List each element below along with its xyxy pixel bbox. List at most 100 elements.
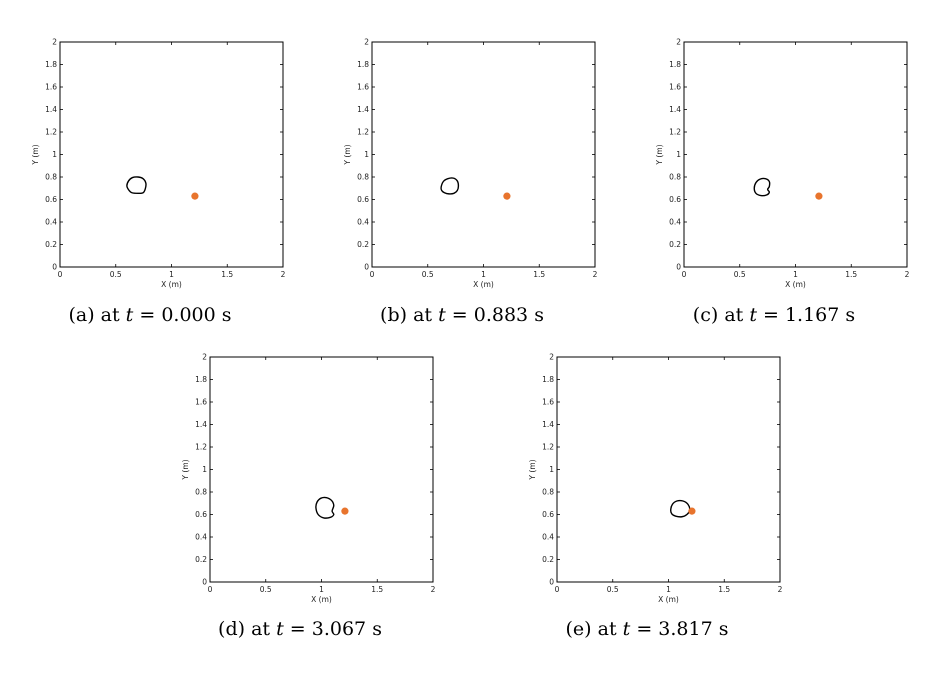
y-tick-label: 0.4 bbox=[542, 533, 554, 542]
x-tick-label: 0.5 bbox=[607, 585, 619, 594]
panel-e-plot: 0 0.5 1 1.5 2 0 0.2 0.4 0.6 0.8 1 1.2 1.4 1.6 1.8 2 X (m… bbox=[528, 353, 783, 605]
panel-b-target-point bbox=[503, 192, 511, 200]
x-tick-label: 0 bbox=[58, 270, 63, 279]
panel-c-caption-prefix: at bbox=[724, 304, 744, 326]
y-tick-label: 0.2 bbox=[357, 240, 369, 249]
panel-e-y-axis-label: Y (m) bbox=[528, 459, 537, 480]
panel-a-time-unit: s bbox=[221, 304, 232, 326]
panel-c-time-unit: s bbox=[845, 304, 856, 326]
y-tick-label: 0.2 bbox=[669, 240, 681, 249]
y-tick-label: 0.6 bbox=[357, 195, 369, 204]
y-tick-label: 0.6 bbox=[45, 195, 57, 204]
panel-a-caption: (a) at t = 0.000 s bbox=[68, 304, 232, 326]
panel-b-axes-frame bbox=[371, 41, 596, 268]
panel-c-plot: 0 0.5 1 1.5 2 0 0.2 0.4 0.6 0.8 1 1.2 1.4 1.6 1.8 2 X (m… bbox=[655, 38, 910, 290]
panel-e-time-unit: s bbox=[718, 618, 729, 640]
panel-d-shape-outline bbox=[315, 496, 335, 519]
x-tick-label: 1 bbox=[481, 270, 486, 279]
y-tick-label: 0.6 bbox=[542, 510, 554, 519]
x-tick-label: 0 bbox=[555, 585, 560, 594]
x-tick-label: 0.5 bbox=[734, 270, 746, 279]
panel-e-shape-outline bbox=[670, 499, 691, 518]
y-tick-label: 1.6 bbox=[45, 83, 57, 92]
y-tick-label: 0.4 bbox=[357, 218, 369, 227]
y-tick-label: 1.6 bbox=[669, 83, 681, 92]
panel-c-y-axis-label: Y (m) bbox=[655, 144, 664, 165]
x-tick-label: 1 bbox=[169, 270, 174, 279]
x-tick-label: 1.5 bbox=[371, 585, 383, 594]
x-tick-label: 0.5 bbox=[422, 270, 434, 279]
panel-b-time-unit: s bbox=[534, 304, 544, 326]
panel-a-time-value: 0.000 bbox=[161, 304, 216, 326]
y-tick-label: 0.2 bbox=[45, 240, 57, 249]
panel-a-caption-prefix: at bbox=[100, 304, 120, 326]
panel-e-caption-prefix: at bbox=[597, 618, 617, 640]
panel-b-x-axis-label: X (m) bbox=[473, 280, 494, 289]
x-tick-label: 0.5 bbox=[260, 585, 272, 594]
panel-e-axes-frame bbox=[556, 356, 781, 583]
x-tick-label: 1 bbox=[793, 270, 798, 279]
panel-a-target-point bbox=[191, 192, 199, 200]
panel-d-caption-prefix: at bbox=[251, 618, 271, 640]
y-tick-label: 0.4 bbox=[45, 218, 57, 227]
panel-d-y-axis-label: Y (m) bbox=[181, 459, 190, 480]
y-tick-label: 1.4 bbox=[669, 105, 681, 114]
x-tick-label: 1 bbox=[666, 585, 671, 594]
panel-b-label: (b) bbox=[380, 304, 408, 326]
y-tick-label: 2 bbox=[202, 353, 207, 362]
panel-d-time-unit: s bbox=[372, 618, 382, 640]
panel-d-time-value: 3.067 bbox=[311, 618, 367, 640]
x-tick-label: 1.5 bbox=[221, 270, 233, 279]
panel-b-y-axis-label: Y (m) bbox=[343, 144, 352, 165]
panel-a-label: (a) bbox=[68, 304, 95, 326]
panel-e-time-value: 3.817 bbox=[658, 618, 713, 640]
y-tick-label: 1.8 bbox=[357, 60, 369, 69]
panel-c-time-value: 1.167 bbox=[784, 304, 840, 326]
panel-e-caption: (e) at t = 3.817 s bbox=[565, 618, 729, 640]
y-tick-label: 0.6 bbox=[195, 510, 207, 519]
x-tick-label: 1.5 bbox=[533, 270, 545, 279]
y-tick-label: 1.8 bbox=[45, 60, 57, 69]
panel-d-caption: (d) at t = 3.067 s bbox=[218, 618, 382, 640]
x-tick-label: 0 bbox=[370, 270, 375, 279]
y-tick-label: 1.2 bbox=[45, 128, 57, 137]
x-tick-label: 1.5 bbox=[845, 270, 857, 279]
y-tick-label: 0.2 bbox=[542, 555, 554, 564]
panel-d-x-axis-label: X (m) bbox=[311, 595, 332, 604]
y-tick-label: 0 bbox=[202, 578, 207, 587]
y-tick-label: 1.2 bbox=[357, 128, 369, 137]
panel-a-plot: 0 0.5 1 1.5 2 0 0.2 0.4 0.6 0.8 1 1.2 1.4 1.6 1.8 2 X (m… bbox=[31, 38, 286, 290]
x-tick-label: 0.5 bbox=[110, 270, 122, 279]
y-tick-label: 2 bbox=[549, 353, 554, 362]
y-tick-label: 1.6 bbox=[542, 398, 554, 407]
x-tick-label: 2 bbox=[281, 270, 286, 279]
panel-b-caption: (b) at t = 0.883 s bbox=[380, 304, 544, 326]
y-tick-label: 0.4 bbox=[669, 218, 681, 227]
panel-b-time-var: t bbox=[438, 304, 446, 326]
y-tick-label: 1 bbox=[676, 150, 681, 159]
panel-b-plot: 0 0.5 1 1.5 2 0 0.2 0.4 0.6 0.8 1 1.2 1.4 1.6 1.8 2 X (m… bbox=[343, 38, 598, 290]
panel-d-target-point bbox=[341, 507, 349, 515]
panel-c-caption: (c) at t = 1.167 s bbox=[692, 304, 856, 326]
panel-c-label: (c) bbox=[692, 304, 719, 326]
panel-a-axes-frame bbox=[59, 41, 284, 268]
panel-b-time-value: 0.883 bbox=[473, 304, 529, 326]
panel-d-time-var: t bbox=[276, 618, 284, 640]
panel-e-target-point bbox=[688, 507, 696, 515]
panel-d-axes-frame bbox=[209, 356, 434, 583]
y-tick-label: 1.6 bbox=[357, 83, 369, 92]
y-tick-label: 0.2 bbox=[195, 555, 207, 564]
y-tick-label: 0.8 bbox=[669, 173, 681, 182]
panel-c-shape-outline bbox=[753, 177, 771, 197]
x-tick-label: 1 bbox=[319, 585, 324, 594]
x-tick-label: 2 bbox=[593, 270, 598, 279]
panel-b-shape-outline bbox=[440, 177, 460, 195]
y-tick-label: 0.8 bbox=[195, 488, 207, 497]
y-tick-label: 1 bbox=[364, 150, 369, 159]
y-tick-label: 0.8 bbox=[357, 173, 369, 182]
x-tick-label: 1.5 bbox=[718, 585, 730, 594]
x-tick-label: 0 bbox=[682, 270, 687, 279]
y-tick-label: 0 bbox=[52, 263, 57, 272]
x-tick-label: 2 bbox=[431, 585, 436, 594]
y-tick-label: 1.8 bbox=[195, 375, 207, 384]
